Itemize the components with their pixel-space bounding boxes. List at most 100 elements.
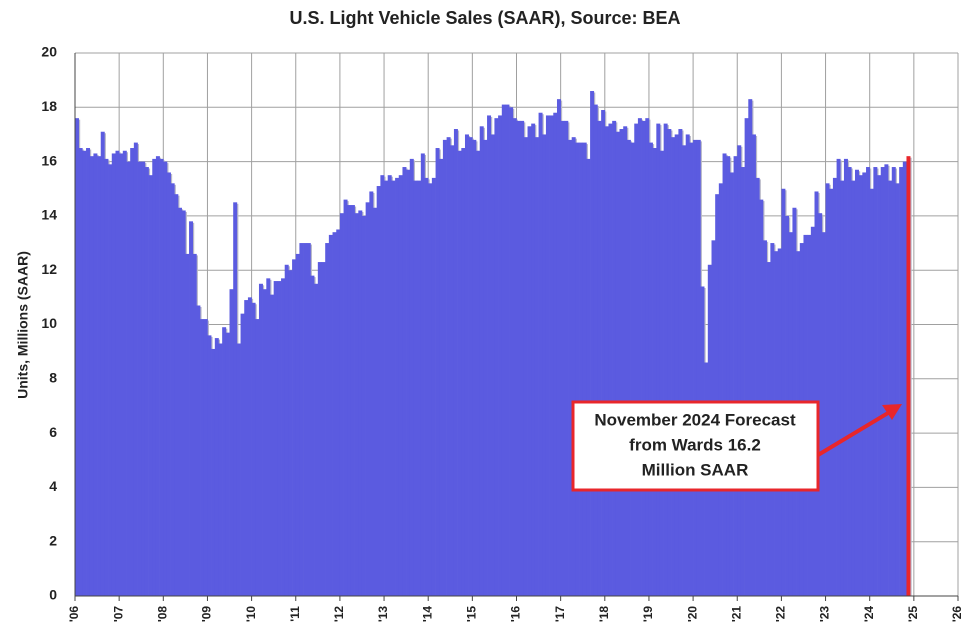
bar (240, 313, 245, 596)
bar (490, 134, 495, 596)
bar (339, 213, 344, 596)
bar (166, 172, 171, 596)
x-tick-label: '22 (774, 606, 788, 623)
bar (512, 118, 517, 596)
bar (825, 183, 830, 596)
bar (288, 270, 293, 596)
bar (494, 118, 499, 596)
x-tick-label: '10 (244, 606, 258, 623)
bar (527, 126, 532, 597)
bar (317, 262, 322, 596)
bar (755, 177, 760, 596)
y-axis-label: Units, Millions (SAAR) (15, 251, 31, 399)
bar (501, 104, 506, 597)
bar (873, 167, 878, 596)
bar (880, 167, 885, 596)
bar (862, 172, 867, 596)
bar (126, 161, 131, 596)
bar (534, 137, 539, 597)
annotation-box (571, 400, 820, 492)
bar (623, 126, 628, 597)
bar (277, 281, 282, 596)
bar (218, 343, 223, 596)
bar (299, 243, 304, 597)
bar (579, 142, 584, 596)
bar (564, 120, 569, 596)
bar (155, 156, 160, 597)
x-tick-label: '12 (332, 606, 346, 623)
bar (391, 180, 396, 597)
bar (682, 145, 687, 596)
y-tick-label: 0 (49, 587, 57, 603)
bars (75, 91, 912, 597)
bar (196, 305, 201, 596)
bar (130, 148, 135, 596)
bar (420, 153, 425, 596)
bar (674, 134, 679, 596)
bar (262, 289, 267, 596)
y-tick-label: 14 (41, 207, 57, 223)
bar (174, 194, 179, 596)
bar (895, 183, 900, 596)
bar (417, 180, 422, 597)
bar (641, 120, 646, 596)
bar (689, 142, 694, 596)
bar (100, 131, 105, 597)
bar (284, 264, 289, 596)
bar (464, 134, 469, 596)
y-tick-label: 12 (41, 261, 57, 277)
bar (597, 120, 602, 596)
bar (472, 139, 477, 596)
bar (542, 134, 547, 596)
bar (122, 150, 127, 597)
bar (520, 120, 525, 596)
bar (384, 180, 389, 597)
bar (347, 205, 352, 597)
bar (740, 167, 745, 596)
annotation: November 2024 Forecast from Wards 16.2 Mil… (571, 400, 902, 492)
bar (648, 142, 653, 596)
bar (189, 221, 194, 596)
bar (365, 202, 370, 596)
bar (321, 262, 326, 596)
bar (571, 137, 576, 597)
bar (295, 253, 300, 596)
bar (431, 177, 436, 596)
bar (222, 327, 227, 596)
bar (402, 167, 407, 596)
bar (829, 188, 834, 596)
bar (582, 142, 587, 596)
bar (505, 104, 510, 597)
bar (350, 205, 355, 597)
annotation-text: from Wards 16.2 (629, 435, 761, 454)
bar (270, 294, 274, 596)
bar (656, 123, 661, 596)
bar (560, 120, 565, 596)
bar (884, 164, 889, 596)
bar (343, 199, 348, 597)
bar (877, 175, 882, 597)
bar (303, 243, 308, 597)
bar (590, 91, 595, 596)
bar (457, 150, 462, 597)
bar (141, 161, 146, 596)
bar (634, 123, 639, 596)
bar (181, 210, 186, 596)
bar (148, 175, 153, 597)
bar (659, 150, 664, 597)
bar (144, 167, 149, 596)
bar (159, 158, 164, 596)
bar (545, 115, 550, 596)
bar (568, 139, 573, 596)
bar (453, 129, 458, 596)
bar (233, 202, 238, 596)
bar (108, 164, 113, 596)
bar (203, 319, 208, 596)
bar (152, 158, 157, 596)
arrow-head (882, 404, 902, 420)
bar (906, 156, 911, 597)
bar (310, 275, 315, 596)
bar (75, 118, 79, 596)
x-tick-label: '18 (597, 606, 611, 623)
bar (891, 167, 896, 596)
